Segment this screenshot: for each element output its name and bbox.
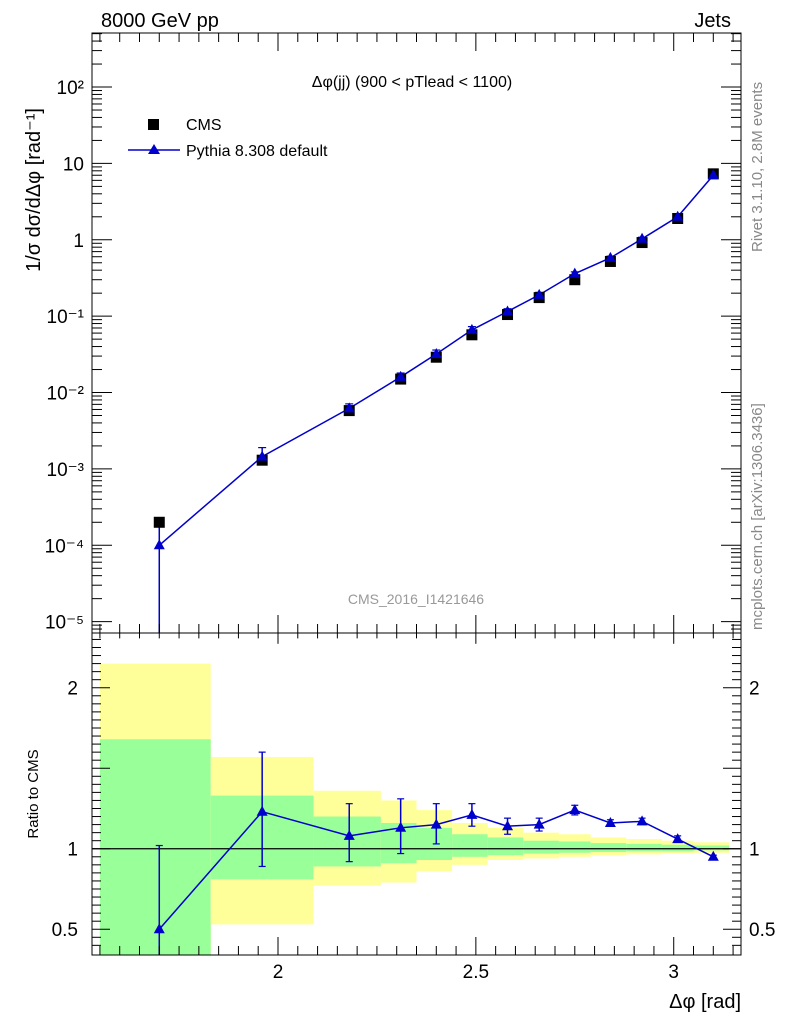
ratio-uncertainty-bands	[99, 663, 730, 955]
main-y-tick-label-2: 10⁻³	[47, 460, 85, 481]
chart-title: Δφ(jj) (900 < pTlead < 1100)	[312, 74, 512, 91]
main-y-tick-label-5: 1	[73, 231, 84, 252]
ratio-band-green-10	[626, 843, 662, 852]
legend: CMS Pythia 8.308 default	[128, 117, 328, 160]
side-label-rivet: Rivet 3.1.10, 2.8M events	[749, 82, 766, 252]
ratio-pythia-point-10	[636, 815, 648, 826]
ratio-pythia-point-5	[466, 808, 478, 819]
x-axis-title: Δφ [rad]	[669, 991, 741, 1013]
ratio-band-green-5	[452, 834, 488, 857]
x-tick-label-2: 3	[668, 962, 679, 983]
main-cms-point-8	[569, 274, 581, 286]
legend-marker-pythia	[148, 144, 160, 154]
ratio-band-green-8	[558, 841, 591, 853]
ratio-band-green-11	[661, 844, 694, 852]
ratio-y-tick-label-left-2: 2	[67, 679, 78, 700]
side-label-mcplots-text: mcplots.cern.ch [arXiv:1306.3436]	[749, 403, 766, 630]
analysis-watermark: CMS_2016_I1421646	[348, 591, 484, 607]
ratio-band-green-0	[99, 739, 211, 955]
main-y-tick-label-7: 10²	[57, 78, 84, 99]
ratio-pythia-point-2	[343, 829, 355, 840]
ratio-y-tick-label-left-0: 0.5	[52, 920, 78, 941]
ratio-band-green-12	[693, 845, 730, 851]
main-y-axis-title-text: 1/σ dσ/dΔφ [rad⁻¹]	[23, 108, 45, 272]
ratio-y-tick-label-right-0: 0.5	[749, 920, 775, 941]
axis-ticks	[92, 33, 741, 955]
main-pythia-point-1	[256, 450, 268, 461]
main-y-tick-label-1: 10⁻⁴	[45, 536, 84, 557]
ratio-pythia-point-8	[569, 804, 581, 815]
ratio-y-axis-title-text: Ratio to CMS	[25, 749, 42, 838]
legend-marker-cms	[148, 119, 159, 130]
ratio-pythia-point-9	[604, 816, 616, 827]
header-right-label: Jets	[694, 10, 731, 32]
ratio-pythia-point-12	[707, 850, 719, 861]
ratio-pythia-point-3	[395, 821, 407, 832]
x-tick-label-1: 2.5	[463, 962, 489, 983]
legend-label-pythia: Pythia 8.308 default	[186, 143, 328, 160]
ratio-band-green-6	[487, 837, 524, 856]
ratio-y-tick-label-left-1: 1	[67, 840, 78, 861]
main-pythia-point-4	[430, 347, 442, 358]
main-pythia-point-0	[153, 539, 165, 550]
ratio-y-tick-label-right-2: 2	[749, 679, 760, 700]
main-pythia-point-8	[569, 267, 581, 278]
header-left-label: 8000 GeV pp	[101, 10, 219, 32]
x-tick-label-0: 2	[273, 962, 284, 983]
main-y-axis-title: 1/σ dσ/dΔφ [rad⁻¹]	[23, 108, 45, 272]
main-pythia-point-11	[672, 210, 684, 221]
main-cms-point-5	[466, 329, 478, 341]
ratio-y-axis-title: Ratio to CMS	[25, 749, 42, 838]
main-pythia-point-3	[395, 370, 407, 381]
main-y-tick-label-6: 10	[63, 154, 84, 175]
axis-tick-labels: 10⁻⁵ 10⁻⁴ 10⁻³ 10⁻² 10⁻¹ 1 10 10² 2 2.5 3 0.5 0.5 1 1 2…	[45, 78, 776, 983]
main-pythia-point-10	[636, 232, 648, 243]
ratio-band-green-9	[590, 843, 627, 852]
side-label-mcplots: mcplots.cern.ch [arXiv:1306.3436]	[749, 403, 766, 630]
main-pythia-point-2	[343, 402, 355, 413]
main-pythia-point-5	[466, 323, 478, 334]
ratio-y-tick-label-right-1: 1	[749, 840, 760, 861]
ratio-band-green-7	[523, 840, 559, 854]
main-y-tick-label-0: 10⁻⁵	[45, 613, 84, 634]
chart-series	[153, 168, 719, 955]
ratio-pythia-point-0	[153, 923, 165, 934]
main-y-tick-label-4: 10⁻¹	[47, 307, 85, 328]
main-cms-point-0	[153, 516, 165, 528]
ratio-pythia-point-7	[533, 818, 545, 829]
legend-label-cms: CMS	[186, 117, 222, 134]
main-pythia-point-12	[707, 169, 719, 180]
main-pythia-point-7	[533, 288, 545, 299]
main-pythia-point-6	[502, 305, 514, 316]
ratio-band-green-2	[313, 816, 381, 867]
ratio-pythia-point-11	[672, 833, 684, 844]
main-pythia-point-9	[604, 251, 616, 262]
side-label-rivet-text: Rivet 3.1.10, 2.8M events	[749, 82, 766, 252]
ratio-pythia-point-1	[256, 805, 268, 816]
ratio-pythia-point-4	[430, 818, 442, 829]
ratio-pythia-point-6	[502, 820, 514, 831]
main-y-tick-label-3: 10⁻²	[47, 384, 85, 405]
